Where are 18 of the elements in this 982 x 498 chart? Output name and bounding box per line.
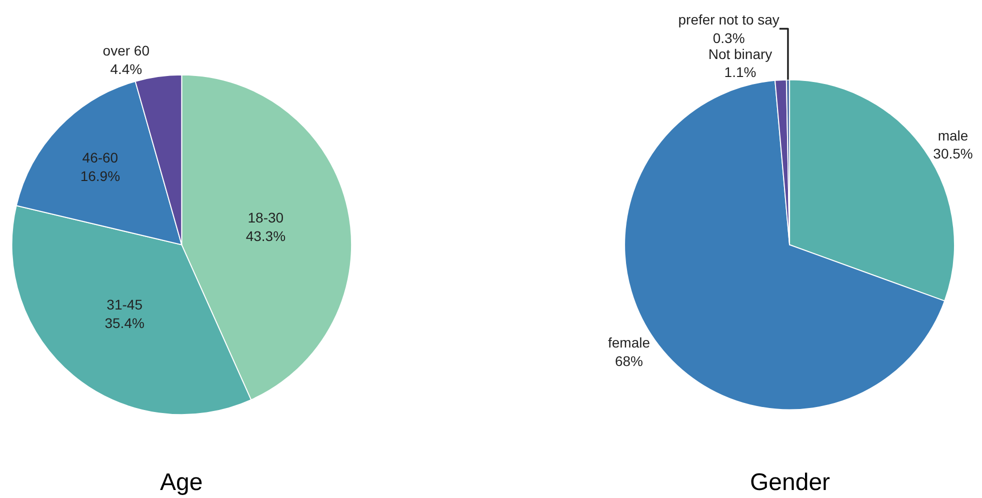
slice-label: 46-60 bbox=[82, 150, 118, 166]
slice-label: Not binary bbox=[708, 46, 772, 62]
data-label: 16.9% bbox=[80, 168, 120, 184]
text: Gender bbox=[750, 469, 830, 496]
slice-label: prefer not to say bbox=[678, 12, 780, 28]
slice-label: 18-30 bbox=[248, 210, 284, 226]
data-label: 35.4% bbox=[104, 314, 144, 331]
text: Age bbox=[160, 469, 203, 496]
slice-label: male bbox=[938, 127, 968, 144]
slice-label: 31-45 bbox=[106, 296, 143, 313]
data-label: 30.5% bbox=[933, 145, 973, 162]
slice-label: over 60 bbox=[102, 42, 150, 59]
data-label: 0.3% bbox=[712, 30, 745, 46]
data-label: 43.3% bbox=[246, 228, 286, 244]
data-label: 1.1% bbox=[724, 64, 756, 80]
slice-label: female bbox=[608, 334, 650, 351]
data-label: 68% bbox=[614, 352, 644, 369]
data-label: 4.4% bbox=[110, 60, 142, 77]
